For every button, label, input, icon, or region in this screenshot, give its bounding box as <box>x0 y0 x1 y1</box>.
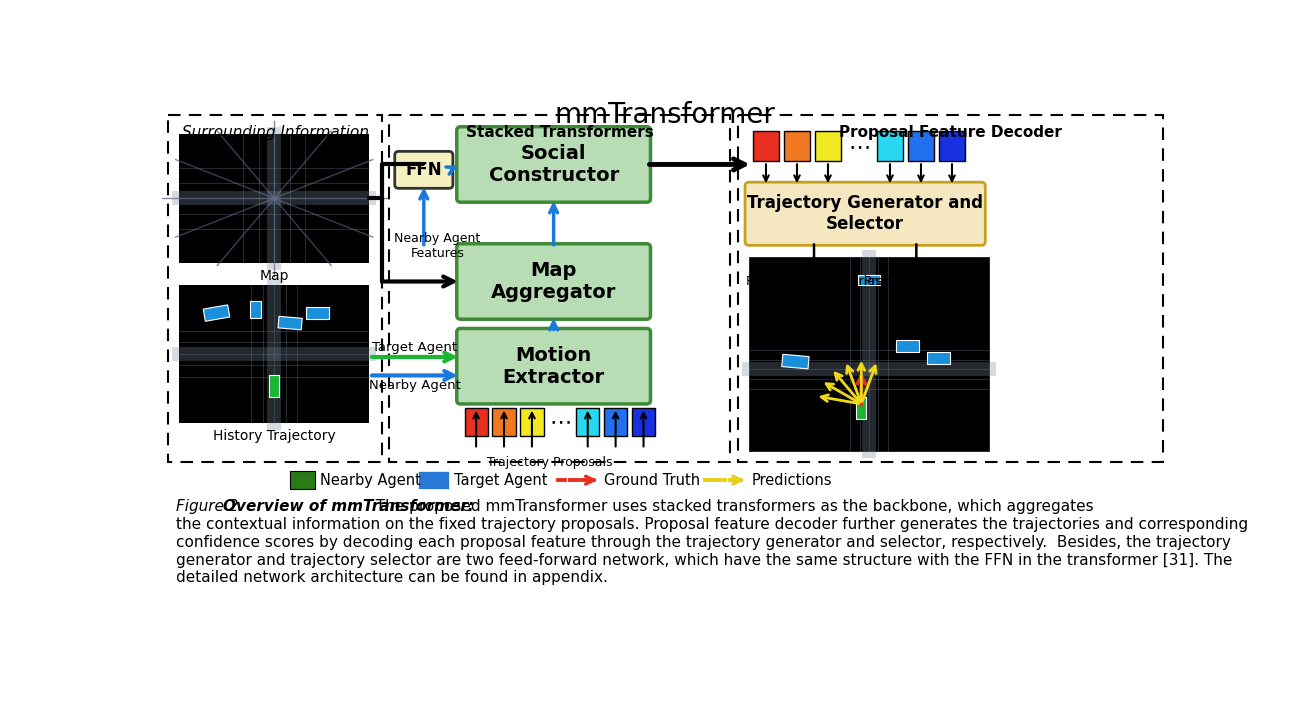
Bar <box>927 352 950 364</box>
Bar <box>784 130 810 161</box>
Text: History Trajectory: History Trajectory <box>213 430 336 443</box>
Bar <box>418 471 449 490</box>
Text: Figure 2.: Figure 2. <box>177 500 248 514</box>
Text: Ground Truth: Ground Truth <box>604 473 700 488</box>
Bar <box>857 397 866 419</box>
Text: Target Agent: Target Agent <box>453 473 548 488</box>
Bar <box>896 340 919 352</box>
Bar <box>739 115 1163 462</box>
FancyBboxPatch shape <box>745 182 985 246</box>
Bar <box>204 305 230 321</box>
Bar <box>907 130 935 161</box>
FancyBboxPatch shape <box>395 151 453 188</box>
FancyBboxPatch shape <box>457 127 650 202</box>
Text: Stacked Transformers: Stacked Transformers <box>466 125 654 140</box>
Text: Nearby Agent: Nearby Agent <box>369 379 461 392</box>
Bar <box>576 408 600 435</box>
Text: Trajectory Generator and
Selector: Trajectory Generator and Selector <box>748 194 983 233</box>
Bar <box>520 408 544 435</box>
Bar <box>815 130 841 161</box>
Text: generator and trajectory selector are two feed-forward network, which have the s: generator and trajectory selector are tw… <box>177 553 1233 568</box>
Text: Predictions: Predictions <box>752 473 832 488</box>
Bar <box>179 134 369 263</box>
Text: Map: Map <box>260 269 289 284</box>
Bar <box>938 130 966 161</box>
Bar <box>632 408 655 435</box>
Text: Motion
Extractor: Motion Extractor <box>502 346 605 387</box>
Bar <box>249 301 261 318</box>
FancyBboxPatch shape <box>457 243 650 319</box>
Text: mmTransformer: mmTransformer <box>554 102 776 130</box>
Bar <box>305 307 328 319</box>
Text: Map
Aggregator: Map Aggregator <box>491 261 617 302</box>
Bar <box>465 408 488 435</box>
Bar <box>858 274 880 286</box>
Bar <box>169 115 382 462</box>
Text: Surrounding Information: Surrounding Information <box>182 125 369 140</box>
Text: Nearby Agent: Nearby Agent <box>319 473 421 488</box>
Bar <box>604 408 627 435</box>
Text: Nearby Agent
Features: Nearby Agent Features <box>395 232 480 260</box>
Text: $\cdots$: $\cdots$ <box>549 412 571 432</box>
Bar <box>278 316 302 330</box>
Text: Trajectory Proposals: Trajectory Proposals <box>487 455 613 468</box>
Bar <box>492 408 515 435</box>
Text: confidence scores by decoding each proposal feature through the trajectory gener: confidence scores by decoding each propo… <box>177 535 1231 550</box>
Text: the contextual information on the fixed trajectory proposals. Proposal feature d: the contextual information on the fixed … <box>177 517 1249 532</box>
Text: Target Agent: Target Agent <box>373 341 457 354</box>
Text: FFN: FFN <box>405 161 443 179</box>
Bar <box>749 257 989 451</box>
Bar <box>269 375 279 397</box>
Text: Predicted Trajectories: Predicted Trajectories <box>746 276 881 289</box>
FancyBboxPatch shape <box>457 329 650 404</box>
Text: $\cdots$: $\cdots$ <box>848 136 870 156</box>
Bar <box>291 471 315 490</box>
Text: detailed network architecture can be found in appendix.: detailed network architecture can be fou… <box>177 570 607 585</box>
Bar <box>389 115 731 462</box>
Bar <box>781 354 809 369</box>
Bar <box>179 284 369 423</box>
Text: Social
Constructor: Social Constructor <box>488 144 619 185</box>
Text: Proposal Feature Decoder: Proposal Feature Decoder <box>839 125 1062 140</box>
Bar <box>753 130 779 161</box>
Bar <box>877 130 903 161</box>
Text: The proposed mmTransformer uses stacked transformers as the backbone, which aggr: The proposed mmTransformer uses stacked … <box>366 500 1094 514</box>
Text: Overview of mmTransformer:: Overview of mmTransformer: <box>223 500 474 514</box>
Text: Predicted Scores: Predicted Scores <box>864 276 968 289</box>
